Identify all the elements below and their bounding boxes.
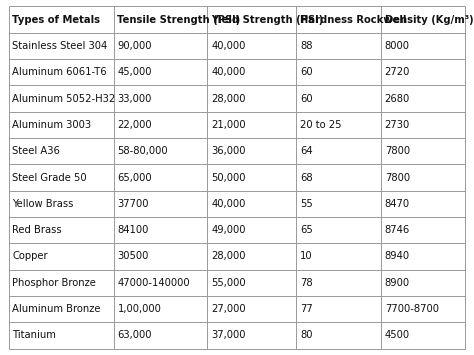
Text: 1,00,000: 1,00,000 — [118, 304, 161, 314]
Text: 45,000: 45,000 — [118, 67, 152, 77]
Text: 8900: 8900 — [385, 278, 410, 288]
Text: 40,000: 40,000 — [211, 67, 246, 77]
Text: 2680: 2680 — [385, 93, 410, 104]
Text: 7800: 7800 — [385, 146, 410, 156]
Text: 8000: 8000 — [385, 41, 410, 51]
Text: Titanium: Titanium — [12, 331, 56, 340]
Text: Aluminum 5052-H32: Aluminum 5052-H32 — [12, 93, 116, 104]
Text: 40,000: 40,000 — [211, 199, 246, 209]
Text: 40,000: 40,000 — [211, 41, 246, 51]
Text: Aluminum 6061-T6: Aluminum 6061-T6 — [12, 67, 107, 77]
Text: 77: 77 — [300, 304, 313, 314]
Text: 63,000: 63,000 — [118, 331, 152, 340]
Text: 65: 65 — [300, 225, 313, 235]
Text: Yellow Brass: Yellow Brass — [12, 199, 73, 209]
Text: 88: 88 — [300, 41, 313, 51]
Text: 64: 64 — [300, 146, 313, 156]
Text: 21,000: 21,000 — [211, 120, 246, 130]
Text: 33,000: 33,000 — [118, 93, 152, 104]
Text: Density (Kg/m³): Density (Kg/m³) — [385, 15, 474, 24]
Text: 37,000: 37,000 — [211, 331, 246, 340]
Text: 68: 68 — [300, 173, 313, 182]
Text: Yield Strength (PSI): Yield Strength (PSI) — [211, 15, 323, 24]
Text: Steel A36: Steel A36 — [12, 146, 60, 156]
Text: 80: 80 — [300, 331, 313, 340]
Text: 47000-140000: 47000-140000 — [118, 278, 190, 288]
Text: 84100: 84100 — [118, 225, 149, 235]
Text: 7700-8700: 7700-8700 — [385, 304, 439, 314]
Text: Stainless Steel 304: Stainless Steel 304 — [12, 41, 108, 51]
Text: 49,000: 49,000 — [211, 225, 246, 235]
Text: 55,000: 55,000 — [211, 278, 246, 288]
Text: 37700: 37700 — [118, 199, 149, 209]
Text: Copper: Copper — [12, 251, 48, 262]
Text: 90,000: 90,000 — [118, 41, 152, 51]
Text: Hardness Rockwell: Hardness Rockwell — [300, 15, 407, 24]
Text: 60: 60 — [300, 67, 313, 77]
Text: 8746: 8746 — [385, 225, 410, 235]
Text: 7800: 7800 — [385, 173, 410, 182]
Text: Tensile Strength (PSI): Tensile Strength (PSI) — [118, 15, 241, 24]
Text: 8940: 8940 — [385, 251, 410, 262]
Text: Aluminum 3003: Aluminum 3003 — [12, 120, 91, 130]
Text: Red Brass: Red Brass — [12, 225, 62, 235]
Text: 50,000: 50,000 — [211, 173, 246, 182]
Text: 36,000: 36,000 — [211, 146, 246, 156]
Text: Types of Metals: Types of Metals — [12, 15, 100, 24]
Text: Steel Grade 50: Steel Grade 50 — [12, 173, 87, 182]
Text: Aluminum Bronze: Aluminum Bronze — [12, 304, 101, 314]
Text: 22,000: 22,000 — [118, 120, 152, 130]
Text: 65,000: 65,000 — [118, 173, 152, 182]
Text: 8470: 8470 — [385, 199, 410, 209]
Text: 58-80,000: 58-80,000 — [118, 146, 168, 156]
Text: 55: 55 — [300, 199, 313, 209]
Text: Phosphor Bronze: Phosphor Bronze — [12, 278, 96, 288]
Text: 27,000: 27,000 — [211, 304, 246, 314]
Text: 20 to 25: 20 to 25 — [300, 120, 342, 130]
Text: 30500: 30500 — [118, 251, 149, 262]
Text: 60: 60 — [300, 93, 313, 104]
Text: 28,000: 28,000 — [211, 251, 246, 262]
Text: 10: 10 — [300, 251, 313, 262]
Text: 2720: 2720 — [385, 67, 410, 77]
Text: 78: 78 — [300, 278, 313, 288]
Text: 4500: 4500 — [385, 331, 410, 340]
Text: 2730: 2730 — [385, 120, 410, 130]
Text: 28,000: 28,000 — [211, 93, 246, 104]
